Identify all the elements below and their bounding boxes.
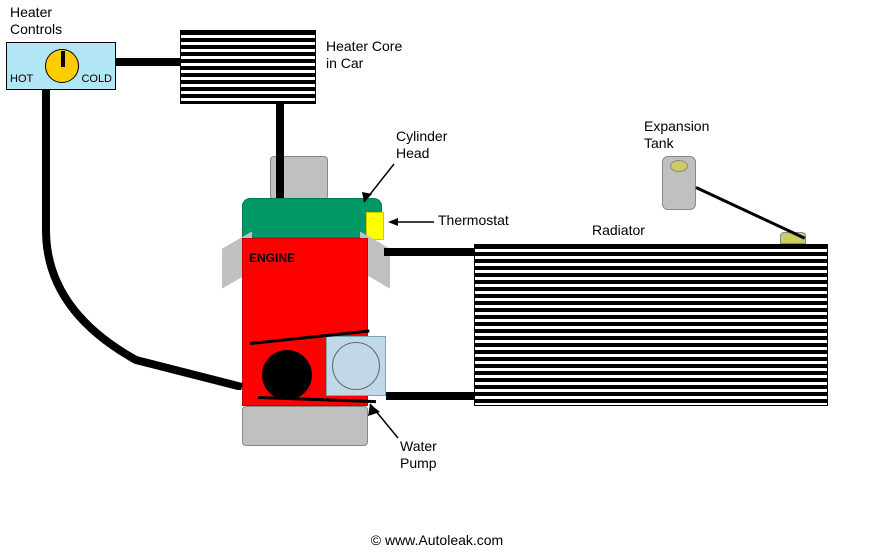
water-pump-label: Water Pump [400,438,437,472]
water-pump-pulley-icon [332,342,380,390]
cylinder-head-label: Cylinder Head [396,128,447,162]
cold-label: COLD [81,73,112,86]
engine-label: ENGINE [249,251,295,265]
thermostat-arrow-icon [386,216,436,228]
lower-radiator-hose [386,392,474,400]
copyright-text: © www.Autoleak.com [0,532,874,548]
heater-controls-label: Heater Controls [10,4,62,38]
expansion-cap-icon [670,160,688,172]
thermostat-label: Thermostat [438,212,509,229]
dial-icon [45,49,79,83]
hose-controls-to-core [116,58,180,66]
expansion-tank-label: Expansion Tank [644,118,709,152]
heater-controls: HOT COLD [6,42,116,90]
upper-radiator-hose [384,248,474,256]
hose-controls-to-engine [36,90,246,390]
heater-core-label: Heater Core in Car [326,38,402,72]
cylinder-head-arrow-icon [358,162,398,206]
hose-expansion-to-radiator [695,186,805,239]
radiator [474,244,828,406]
water-pump-arrow-icon [362,398,402,442]
hose-core-to-engine [276,104,284,198]
crank-pulley-icon [262,350,312,400]
hot-label: HOT [10,73,33,86]
engine-bottom-block [242,406,368,446]
radiator-label: Radiator [592,222,645,239]
